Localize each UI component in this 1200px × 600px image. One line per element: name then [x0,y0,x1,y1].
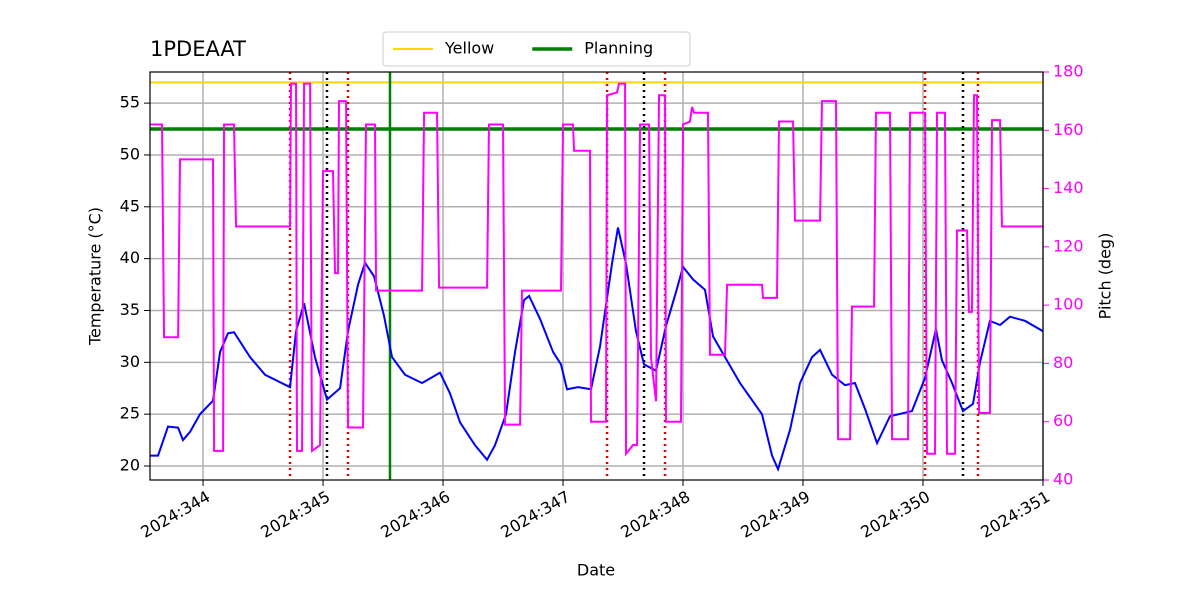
y-tick-label: 25 [120,404,140,423]
data-line [150,227,1043,472]
x-tick-label: 2024:345 [257,487,333,542]
y2-tick-label: 120 [1053,236,1084,255]
y2-tick-label: 80 [1053,353,1073,372]
y2-tick-label: 60 [1053,411,1073,430]
x-tick-label: 2024:344 [137,487,213,542]
y-tick-label: 35 [120,300,140,319]
chart-title: 1PDEAAT [150,37,246,61]
y2-tick-label: 160 [1053,120,1084,139]
x-tick-label: 2024:350 [857,487,933,542]
x-axis-label: Date [577,561,615,580]
y2-tick-label: 40 [1053,470,1073,489]
plot-frame [149,71,1044,481]
x-tick-label: 2024:347 [497,487,573,542]
y-axis-label: Temperature (°C) [86,207,105,346]
x-tick-label: 2024:349 [737,487,813,542]
y-tick-label: 40 [120,248,140,267]
y-tick-label: 20 [120,456,140,475]
y2-tick-label: 180 [1053,62,1084,81]
y-tick-label: 45 [120,196,140,215]
legend-label: Yellow [444,39,494,58]
x-tick-label: 2024:351 [977,487,1053,542]
data-line [150,82,1043,457]
x-tick-label: 2024:348 [617,487,693,542]
y2-axis-label: Pitch (deg) [1096,233,1115,320]
y-tick-label: 30 [120,352,140,371]
y-tick-label: 55 [120,93,140,112]
legend-label: Planning [584,39,653,58]
x-tick-label: 2024:346 [377,487,453,542]
y2-tick-label: 100 [1053,295,1084,314]
y2-tick-label: 140 [1053,178,1084,197]
y-tick-label: 50 [120,144,140,163]
